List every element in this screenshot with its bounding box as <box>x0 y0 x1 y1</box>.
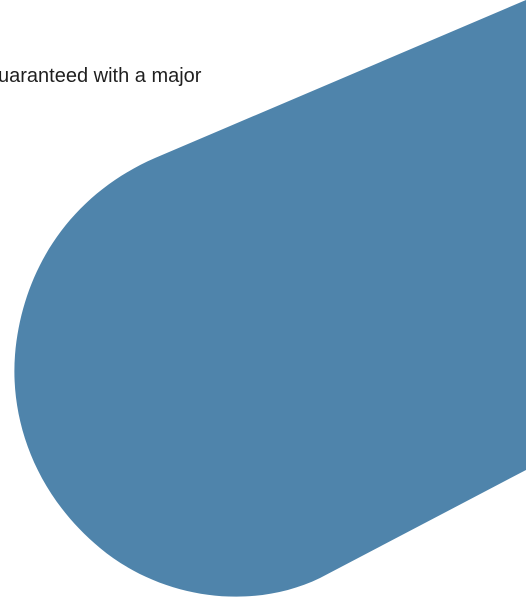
text-fragment: uaranteed with a major <box>0 65 202 87</box>
blue-rounded-slab <box>14 0 526 597</box>
